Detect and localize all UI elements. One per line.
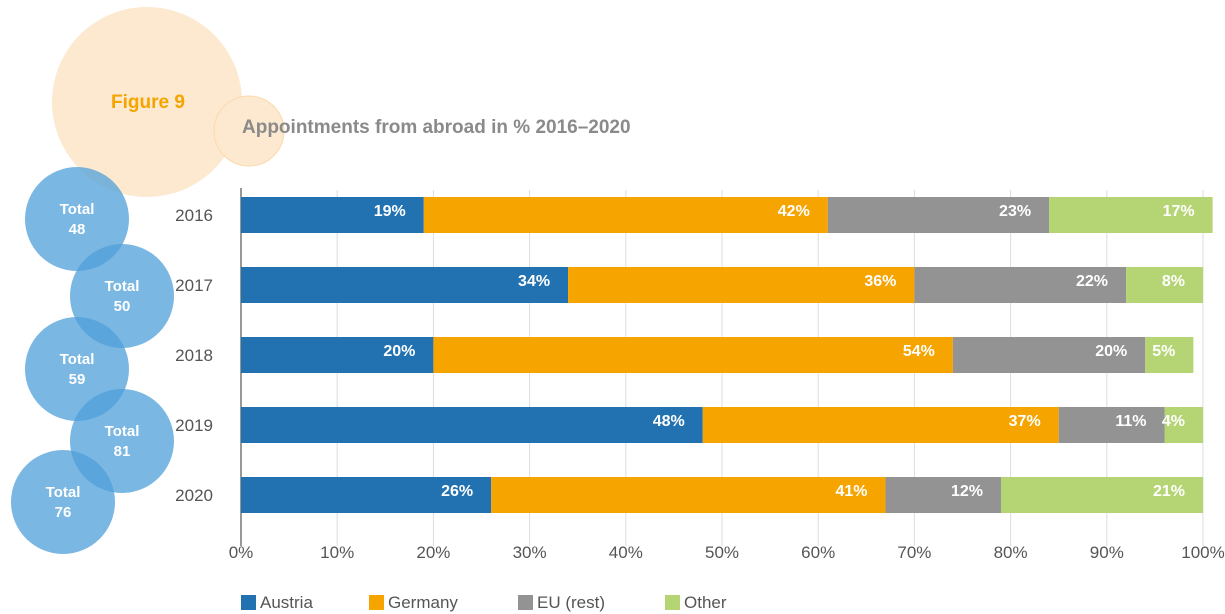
segment-labels: 19% 42% 23% 17% 34% 36% 22% 8% 20% 54% 20% 5% 48% 37%… bbox=[374, 203, 1195, 500]
legend-swatch bbox=[369, 595, 384, 610]
total-bubbles: Total 48 Total 50 Total 59 Total 81 Total 76 bbox=[11, 167, 174, 554]
bar-segment bbox=[491, 477, 886, 513]
x-tick-label: 80% bbox=[994, 543, 1028, 562]
data-label: 41% bbox=[836, 483, 868, 500]
bar-segment bbox=[1164, 407, 1203, 443]
total-value: 59 bbox=[69, 371, 86, 388]
total-label: Total bbox=[46, 484, 81, 501]
bar-segment bbox=[1126, 267, 1203, 303]
x-tick-label: 0% bbox=[229, 543, 254, 562]
data-label: 17% bbox=[1163, 203, 1195, 220]
total-label: Total bbox=[105, 278, 140, 295]
data-label: 37% bbox=[1009, 413, 1041, 430]
data-label: 21% bbox=[1153, 483, 1185, 500]
legend-swatch bbox=[518, 595, 533, 610]
data-label: 8% bbox=[1162, 273, 1185, 290]
bar-segment bbox=[423, 197, 828, 233]
bar-segment bbox=[241, 337, 434, 373]
total-label: Total bbox=[105, 423, 140, 440]
total-bubble bbox=[25, 167, 129, 271]
legend-swatch bbox=[665, 595, 680, 610]
x-tick-label: 40% bbox=[609, 543, 643, 562]
bar-segment bbox=[885, 477, 1001, 513]
bar-segment bbox=[702, 407, 1059, 443]
x-tick-label: 60% bbox=[801, 543, 835, 562]
bar-segment bbox=[914, 267, 1127, 303]
legend-label: Austria bbox=[260, 593, 313, 612]
bar-segment bbox=[241, 267, 569, 303]
data-label: 54% bbox=[903, 343, 935, 360]
data-label: 5% bbox=[1152, 343, 1175, 360]
category-label: 2018 bbox=[175, 346, 213, 365]
data-label: 26% bbox=[441, 483, 473, 500]
legend-label: EU (rest) bbox=[537, 593, 605, 612]
bar-segment bbox=[568, 267, 915, 303]
bar-segment bbox=[241, 197, 424, 233]
bar-segment bbox=[1000, 477, 1203, 513]
category-label: 2020 bbox=[175, 486, 213, 505]
data-label: 22% bbox=[1076, 273, 1108, 290]
figure-bubble-large bbox=[52, 7, 242, 197]
figure-label: Figure 9 bbox=[111, 92, 185, 113]
x-tick-label: 100% bbox=[1181, 543, 1224, 562]
data-label: 20% bbox=[383, 343, 415, 360]
bar-segment bbox=[433, 337, 953, 373]
x-tick-label: 50% bbox=[705, 543, 739, 562]
data-label: 36% bbox=[864, 273, 896, 290]
category-label: 2019 bbox=[175, 416, 213, 435]
x-tick-label: 20% bbox=[416, 543, 450, 562]
data-label: 48% bbox=[653, 413, 685, 430]
data-label: 23% bbox=[999, 203, 1031, 220]
total-label: Total bbox=[60, 201, 95, 218]
legend-swatch bbox=[241, 595, 256, 610]
figure-bubble-small bbox=[213, 95, 285, 167]
data-label: 12% bbox=[951, 483, 983, 500]
x-tick-label: 30% bbox=[513, 543, 547, 562]
legend-label: Germany bbox=[388, 593, 458, 612]
legend: Austria Germany EU (rest) Other bbox=[241, 593, 727, 612]
total-label: Total bbox=[60, 351, 95, 368]
bar-segment bbox=[827, 197, 1050, 233]
chart-title: Appointments from abroad in % 2016–2020 bbox=[242, 117, 631, 138]
x-tick-label: 10% bbox=[320, 543, 354, 562]
category-label: 2016 bbox=[175, 206, 213, 225]
total-value: 81 bbox=[114, 443, 131, 460]
data-label: 11% bbox=[1115, 413, 1146, 430]
data-label: 20% bbox=[1095, 343, 1127, 360]
bar-segments bbox=[241, 197, 1213, 513]
x-tick-label: 90% bbox=[1090, 543, 1124, 562]
total-value: 48 bbox=[69, 221, 86, 238]
bar-segment bbox=[1049, 197, 1213, 233]
x-tick-labels: 0% 10% 20% 30% 40% 50% 60% 70% 80% 90% 100% bbox=[229, 543, 1225, 562]
bar-segment bbox=[952, 337, 1146, 373]
total-value: 50 bbox=[114, 298, 131, 315]
bar-segment bbox=[241, 477, 492, 513]
category-label: 2017 bbox=[175, 276, 213, 295]
decorative-bubbles bbox=[52, 7, 285, 197]
category-labels: 2016 2017 2018 2019 2020 bbox=[175, 206, 213, 505]
legend-label: Other bbox=[684, 593, 727, 612]
bar-segment bbox=[1058, 407, 1165, 443]
total-bubble bbox=[11, 450, 115, 554]
total-value: 76 bbox=[55, 504, 72, 521]
data-label: 42% bbox=[778, 203, 810, 220]
bar-segment bbox=[241, 407, 703, 443]
data-label: 34% bbox=[518, 273, 550, 290]
bar-segment bbox=[1145, 337, 1194, 373]
x-tick-label: 70% bbox=[897, 543, 931, 562]
data-label: 19% bbox=[374, 203, 406, 220]
data-label: 4% bbox=[1162, 413, 1185, 430]
